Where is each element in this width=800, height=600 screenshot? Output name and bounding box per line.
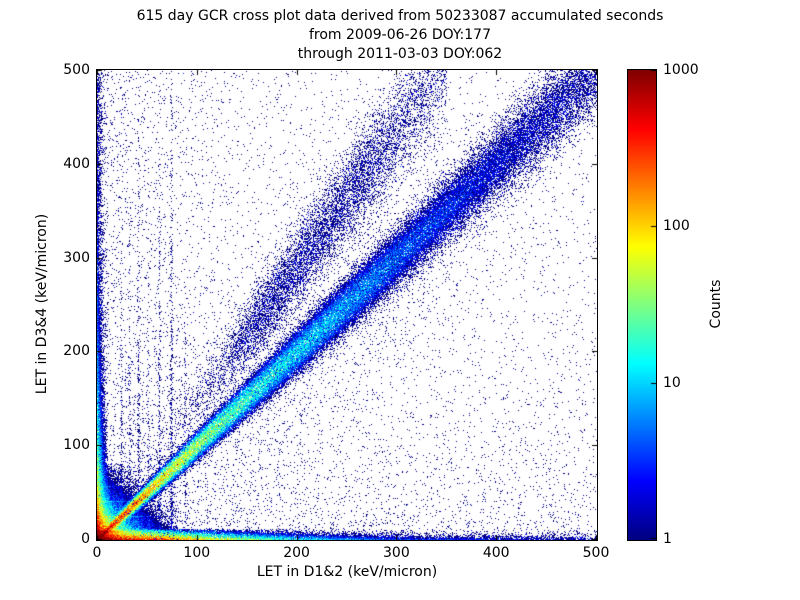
y-tick-label: 0 <box>81 531 90 547</box>
x-tick-label: 500 <box>582 545 610 561</box>
y-tick-label: 500 <box>63 62 90 78</box>
x-tick-label: 200 <box>283 545 310 561</box>
y-tick-label: 200 <box>63 343 90 360</box>
x-axis-label: LET in D1&2 (keV/micron) <box>256 564 438 580</box>
x-tick-label: 100 <box>183 545 211 561</box>
y-tick-label: 300 <box>63 249 90 266</box>
colorbar-tick-label: 1 <box>663 531 672 547</box>
plot-area <box>96 69 598 541</box>
colorbar-label: Counts <box>708 279 724 329</box>
y-axis-label: LET in D3&4 (keV/micron) <box>34 213 50 395</box>
y-tick-label: 400 <box>63 155 90 172</box>
chart-title-line1: 615 day GCR cross plot data derived from… <box>136 8 664 24</box>
colorbar <box>627 69 657 541</box>
plot-canvas <box>97 70 597 540</box>
colorbar-canvas <box>628 70 656 540</box>
colorbar-tick-label: 1000 <box>663 62 699 78</box>
y-tick-label: 100 <box>63 437 90 454</box>
chart-title-line3: through 2011-03-03 DOY:062 <box>297 46 503 62</box>
x-tick-label: 400 <box>482 545 510 561</box>
x-tick-label: 300 <box>383 545 410 561</box>
colorbar-tick-label: 100 <box>663 218 690 235</box>
chart-title-line2: from 2009-06-26 DOY:177 <box>308 27 491 43</box>
x-tick-label: 0 <box>92 545 102 561</box>
chart-title: 615 day GCR cross plot data derived from… <box>0 7 800 64</box>
colorbar-tick-label: 10 <box>663 374 681 391</box>
